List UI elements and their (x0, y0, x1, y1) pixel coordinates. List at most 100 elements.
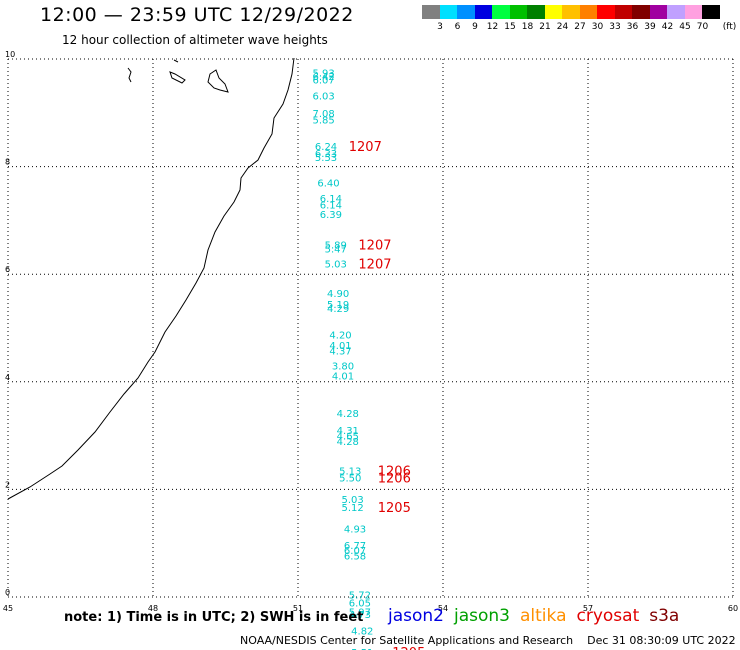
satellite-legend-s3a: s3a (649, 606, 680, 626)
wave-height-value: 6.39 (320, 210, 342, 221)
colorbar-swatch (544, 5, 562, 19)
pass-time-label: 1206 (378, 465, 411, 480)
wave-height-value: 5.93 (313, 68, 335, 79)
wave-height-value: 3.80 (332, 362, 354, 373)
socotra-island (127, 59, 229, 93)
wave-height-value: 5.12 (342, 503, 364, 514)
colorbar-label: 45 (679, 22, 691, 32)
wave-height-value: 5.03 (325, 259, 347, 270)
wave-height-value: 4.01 (332, 371, 354, 382)
wave-height-value: 5.47 (325, 244, 347, 255)
note-text: note: 1) Time is in UTC; 2) SWH is in fe… (64, 610, 364, 625)
satellite-legend-jason3: jason3 (454, 606, 510, 626)
colorbar-swatch (632, 5, 650, 19)
colorbar-swatch (684, 5, 702, 19)
satellite-legend-jason2: jason2 (388, 606, 444, 626)
colorbar-label: 9 (472, 22, 478, 32)
colorbar-label: 27 (574, 22, 586, 32)
map-subtitle: 12 hour collection of altimeter wave hei… (62, 33, 328, 47)
wave-height-value: 6.07 (313, 75, 335, 86)
colorbar-swatch (579, 5, 597, 19)
pass-time-label: 1205 (392, 646, 425, 650)
colorbar-label: 3 (437, 22, 443, 32)
wave-height-value: 4.37 (329, 347, 351, 358)
satellite-legend: jason2 jason3 altika cryosat s3a (388, 606, 689, 626)
wave-height-value: 4.93 (344, 525, 366, 536)
satellite-legend-cryosat: cryosat (576, 606, 640, 626)
axis-labels: 45 48 51 54 57 60 0 2 4 6 8 10 (3, 50, 738, 613)
colorbar-swatch (492, 5, 510, 19)
colorbar-label: 30 (591, 22, 604, 32)
x-tick-label: 54 (438, 604, 448, 613)
colorbar-label: 18 (521, 22, 534, 32)
wave-height-value: 6.07 (344, 546, 366, 557)
colorbar-swatch (509, 5, 527, 19)
y-tick-label: 10 (5, 50, 15, 59)
satellite-legend-altika: altika (520, 606, 567, 626)
colorbar-swatch (439, 5, 457, 19)
wave-height-readings: 5.936.426.076.037.085.856.246.335.536.40… (313, 68, 374, 650)
colorbar-label: 36 (626, 22, 639, 32)
wave-height-value: 5.97 (349, 608, 371, 619)
coastline (7, 57, 295, 500)
wave-height-value: 4.90 (327, 289, 349, 300)
pass-time-label: 1207 (358, 257, 391, 272)
wave-height-value: 6.05 (349, 598, 371, 609)
wave-height-value: 5.89 (325, 241, 347, 252)
colorbar-label: 33 (609, 22, 621, 32)
x-tick-label: 48 (148, 604, 158, 613)
colorbar-swatch (474, 5, 492, 19)
wave-height-value: 6.03 (313, 92, 335, 103)
x-tick-label: 57 (583, 604, 593, 613)
wave-height-value: 6.42 (313, 72, 335, 83)
wave-height-value: 4.28 (337, 409, 359, 420)
wave-height-value: 4.01 (329, 341, 351, 352)
somalia-coastline (7, 57, 295, 500)
colorbar-unit: (ft) (722, 22, 737, 32)
colorbar-swatch (649, 5, 667, 19)
map-title: 12:00 — 23:59 UTC 12/29/2022 (40, 4, 354, 26)
colorbar-label: 21 (539, 22, 551, 32)
colorbar-swatch (597, 5, 615, 19)
lat-lon-grid (7, 58, 734, 598)
wave-height-value: 5.13 (339, 467, 361, 478)
footer-credit: NOAA/NESDIS Center for Satellite Applica… (240, 634, 736, 647)
wave-height-value: 7.08 (313, 109, 335, 120)
y-tick-label: 2 (5, 480, 10, 489)
wave-height-value: 5.51 (351, 648, 373, 650)
wave-height-value: 4.20 (329, 330, 351, 341)
y-tick-label: 4 (5, 373, 10, 382)
colorbar-swatch (527, 5, 545, 19)
wave-height-value: 6.33 (315, 149, 337, 160)
colorbar-label: 6 (454, 22, 461, 32)
wave-height-value: 6.14 (320, 200, 342, 211)
wave-height-value: 6.14 (320, 194, 342, 205)
pass-time-label: 1206 (378, 472, 411, 487)
wave-height-value: 6.24 (315, 142, 337, 153)
wave-height-value: 4.31 (337, 426, 359, 437)
colorbar-swatch (562, 5, 580, 19)
x-tick-label: 45 (3, 604, 13, 613)
colorbar-label: 12 (486, 22, 499, 32)
x-tick-label: 60 (728, 604, 738, 613)
pass-time-label: 1207 (349, 140, 382, 155)
pass-time-label: 1205 (378, 501, 411, 516)
wave-height-value: 6.40 (317, 179, 339, 190)
wave-height-value: 4.82 (351, 626, 373, 637)
pass-time-label: 1207 (358, 239, 391, 254)
y-tick-label: 0 (5, 588, 10, 597)
wave-height-value: 5.72 (349, 590, 371, 601)
wave-height-value: 5.19 (327, 300, 349, 311)
wave-height-value: 4.65 (337, 432, 359, 443)
wave-height-value: 4.73 (349, 610, 371, 621)
colorbar-label: 42 (661, 22, 674, 32)
wave-height-value: 4.28 (337, 437, 359, 448)
x-tick-label: 51 (293, 604, 303, 613)
wave-height-value: 5.85 (313, 115, 335, 126)
wave-height-value: 6.58 (344, 552, 366, 563)
y-tick-label: 8 (5, 158, 10, 167)
colorbar-label: 39 (644, 22, 656, 32)
wave-height-value: 5.50 (339, 474, 361, 485)
